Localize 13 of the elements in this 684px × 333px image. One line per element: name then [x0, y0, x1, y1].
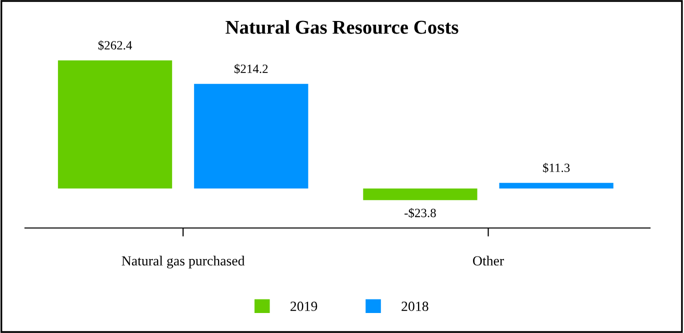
legend-label: 2019	[290, 302, 318, 312]
bar	[499, 182, 614, 188]
data-label: $262.4	[98, 40, 132, 50]
data-label: -$23.8	[404, 208, 436, 218]
chart-title: Natural Gas Resource Costs	[226, 20, 458, 34]
data-label: $214.2	[234, 64, 268, 74]
bar	[194, 84, 308, 188]
x-tick-label: Other	[473, 256, 504, 266]
data-label: $11.3	[543, 162, 570, 173]
bar	[363, 188, 478, 200]
legend-label: 2018	[402, 302, 428, 312]
bar	[58, 60, 172, 188]
x-tick-label: Natural gas purchased	[122, 256, 245, 268]
